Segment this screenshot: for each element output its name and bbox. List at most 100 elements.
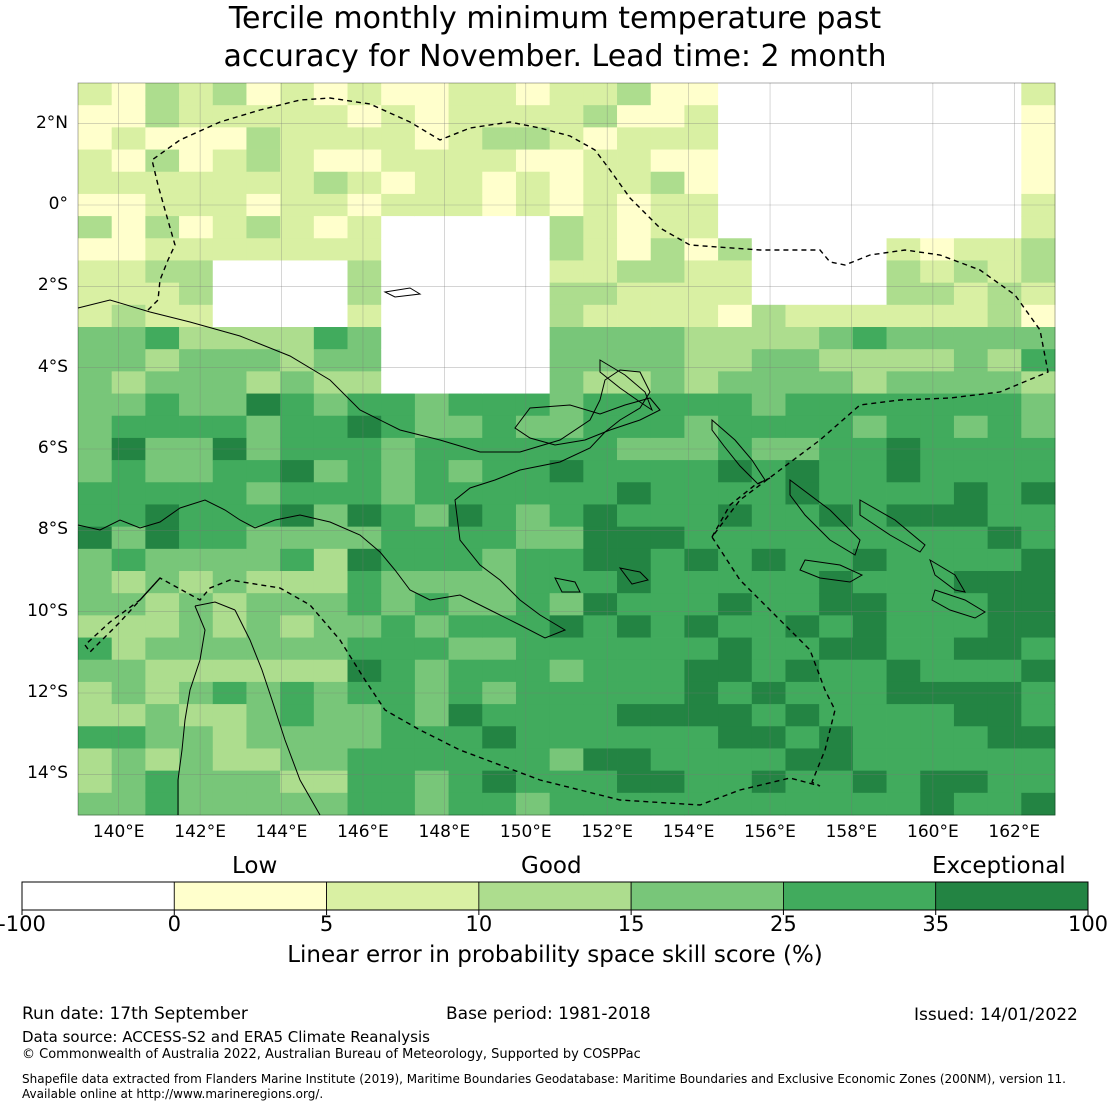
grid-cell (718, 127, 753, 150)
grid-cell (751, 327, 786, 350)
grid-cell (886, 726, 921, 749)
grid-cell (785, 460, 820, 483)
grid-cell (280, 304, 315, 328)
grid-cell (347, 571, 382, 594)
grid-cell (381, 415, 416, 439)
grid-cell (684, 327, 719, 350)
grid-cell (280, 526, 315, 550)
grid-cell (111, 415, 146, 439)
grid-cell (179, 504, 214, 528)
grid-cell (650, 171, 685, 195)
grid-cell (583, 792, 618, 816)
grid-cell (1021, 659, 1056, 683)
grid-cell (111, 637, 146, 661)
grid-cell (179, 704, 214, 727)
grid-cell (886, 260, 921, 284)
grid-cell (246, 571, 281, 594)
grid-cell (549, 149, 584, 173)
grid-cell (482, 770, 517, 794)
grid-cell (953, 526, 989, 550)
grid-cell (819, 726, 854, 749)
grid-cell (886, 216, 921, 239)
grid-cell (718, 460, 753, 483)
grid-cell (953, 615, 989, 638)
grid-cell (785, 216, 820, 239)
grid-cell (987, 327, 1022, 350)
grid-cell (987, 460, 1022, 483)
grid-cell (179, 770, 214, 794)
grid-cell (583, 571, 618, 594)
grid-cell (414, 171, 449, 195)
grid-cell (886, 393, 921, 417)
new-guinea-coast (77, 299, 651, 639)
grid-cell (111, 105, 146, 128)
grid-cell (313, 548, 348, 572)
grid-cell (145, 105, 180, 128)
grid-cell (179, 460, 214, 483)
grid-cell (246, 526, 281, 550)
grid-cell (953, 304, 989, 328)
grid-cell (482, 748, 517, 772)
grid-cell (347, 127, 382, 150)
grid-cell (111, 83, 146, 106)
grid-cell (617, 83, 652, 106)
grid-cell (212, 792, 247, 816)
grid-cell (448, 238, 483, 261)
grid-cell (953, 349, 989, 372)
grid-cell (246, 238, 281, 261)
grid-cell (583, 127, 618, 150)
grid-cell (347, 460, 382, 483)
guadalcanal-coast (799, 559, 864, 583)
grid-cell (1021, 704, 1056, 727)
grid-cell (347, 393, 382, 417)
grid-cell (448, 526, 483, 550)
grid-cell (886, 304, 921, 328)
grid-cell (78, 704, 113, 727)
grid-cell (617, 393, 652, 417)
grid-cell (886, 371, 921, 394)
grid-cell (953, 393, 989, 417)
grid-cell (583, 748, 618, 772)
shapefile-credit-line-1: Shapefile data extracted from Flanders M… (22, 1072, 1066, 1086)
grid-cell (751, 216, 786, 239)
grid-cell (920, 127, 955, 150)
grid-cell (751, 637, 786, 661)
grid-cell (819, 349, 854, 372)
grid-cell (78, 238, 113, 261)
grid-cell (819, 216, 854, 239)
grid-cell (583, 637, 618, 661)
grid-cell (953, 659, 989, 683)
grid-cell (920, 149, 955, 173)
grid-cell (549, 704, 584, 727)
grid-cell (718, 526, 753, 550)
grid-cell (515, 770, 551, 794)
grid-cell (1021, 304, 1056, 328)
grid-cell (650, 282, 685, 306)
grid-cell (751, 393, 786, 417)
longitude-label: 144°E (255, 822, 308, 842)
grid-cell (718, 349, 753, 372)
grid-cell (78, 260, 113, 284)
grid-cell (650, 260, 685, 284)
grid-cell (515, 571, 551, 594)
grid-cell (111, 770, 146, 794)
grid-cell (852, 393, 887, 417)
run-date: Run date: 17th September (22, 1004, 248, 1024)
grid-cell (246, 659, 281, 683)
grid-cell (751, 260, 786, 284)
grid-cell (482, 105, 517, 128)
longitude-label: 160°E (907, 822, 959, 842)
grid-cell (920, 105, 955, 128)
grid-cell (246, 548, 281, 572)
grid-cell (482, 393, 517, 417)
grid-cell (718, 371, 753, 394)
grid-cell (920, 482, 955, 505)
grid-cell (280, 371, 315, 394)
grid-cell (381, 615, 416, 638)
grid-cell (718, 659, 753, 683)
grid-cell (482, 304, 517, 328)
latitude-label: 2°S (37, 275, 68, 296)
grid-cell (246, 770, 281, 794)
grid-cell (347, 149, 382, 173)
grid-cell (381, 238, 416, 261)
